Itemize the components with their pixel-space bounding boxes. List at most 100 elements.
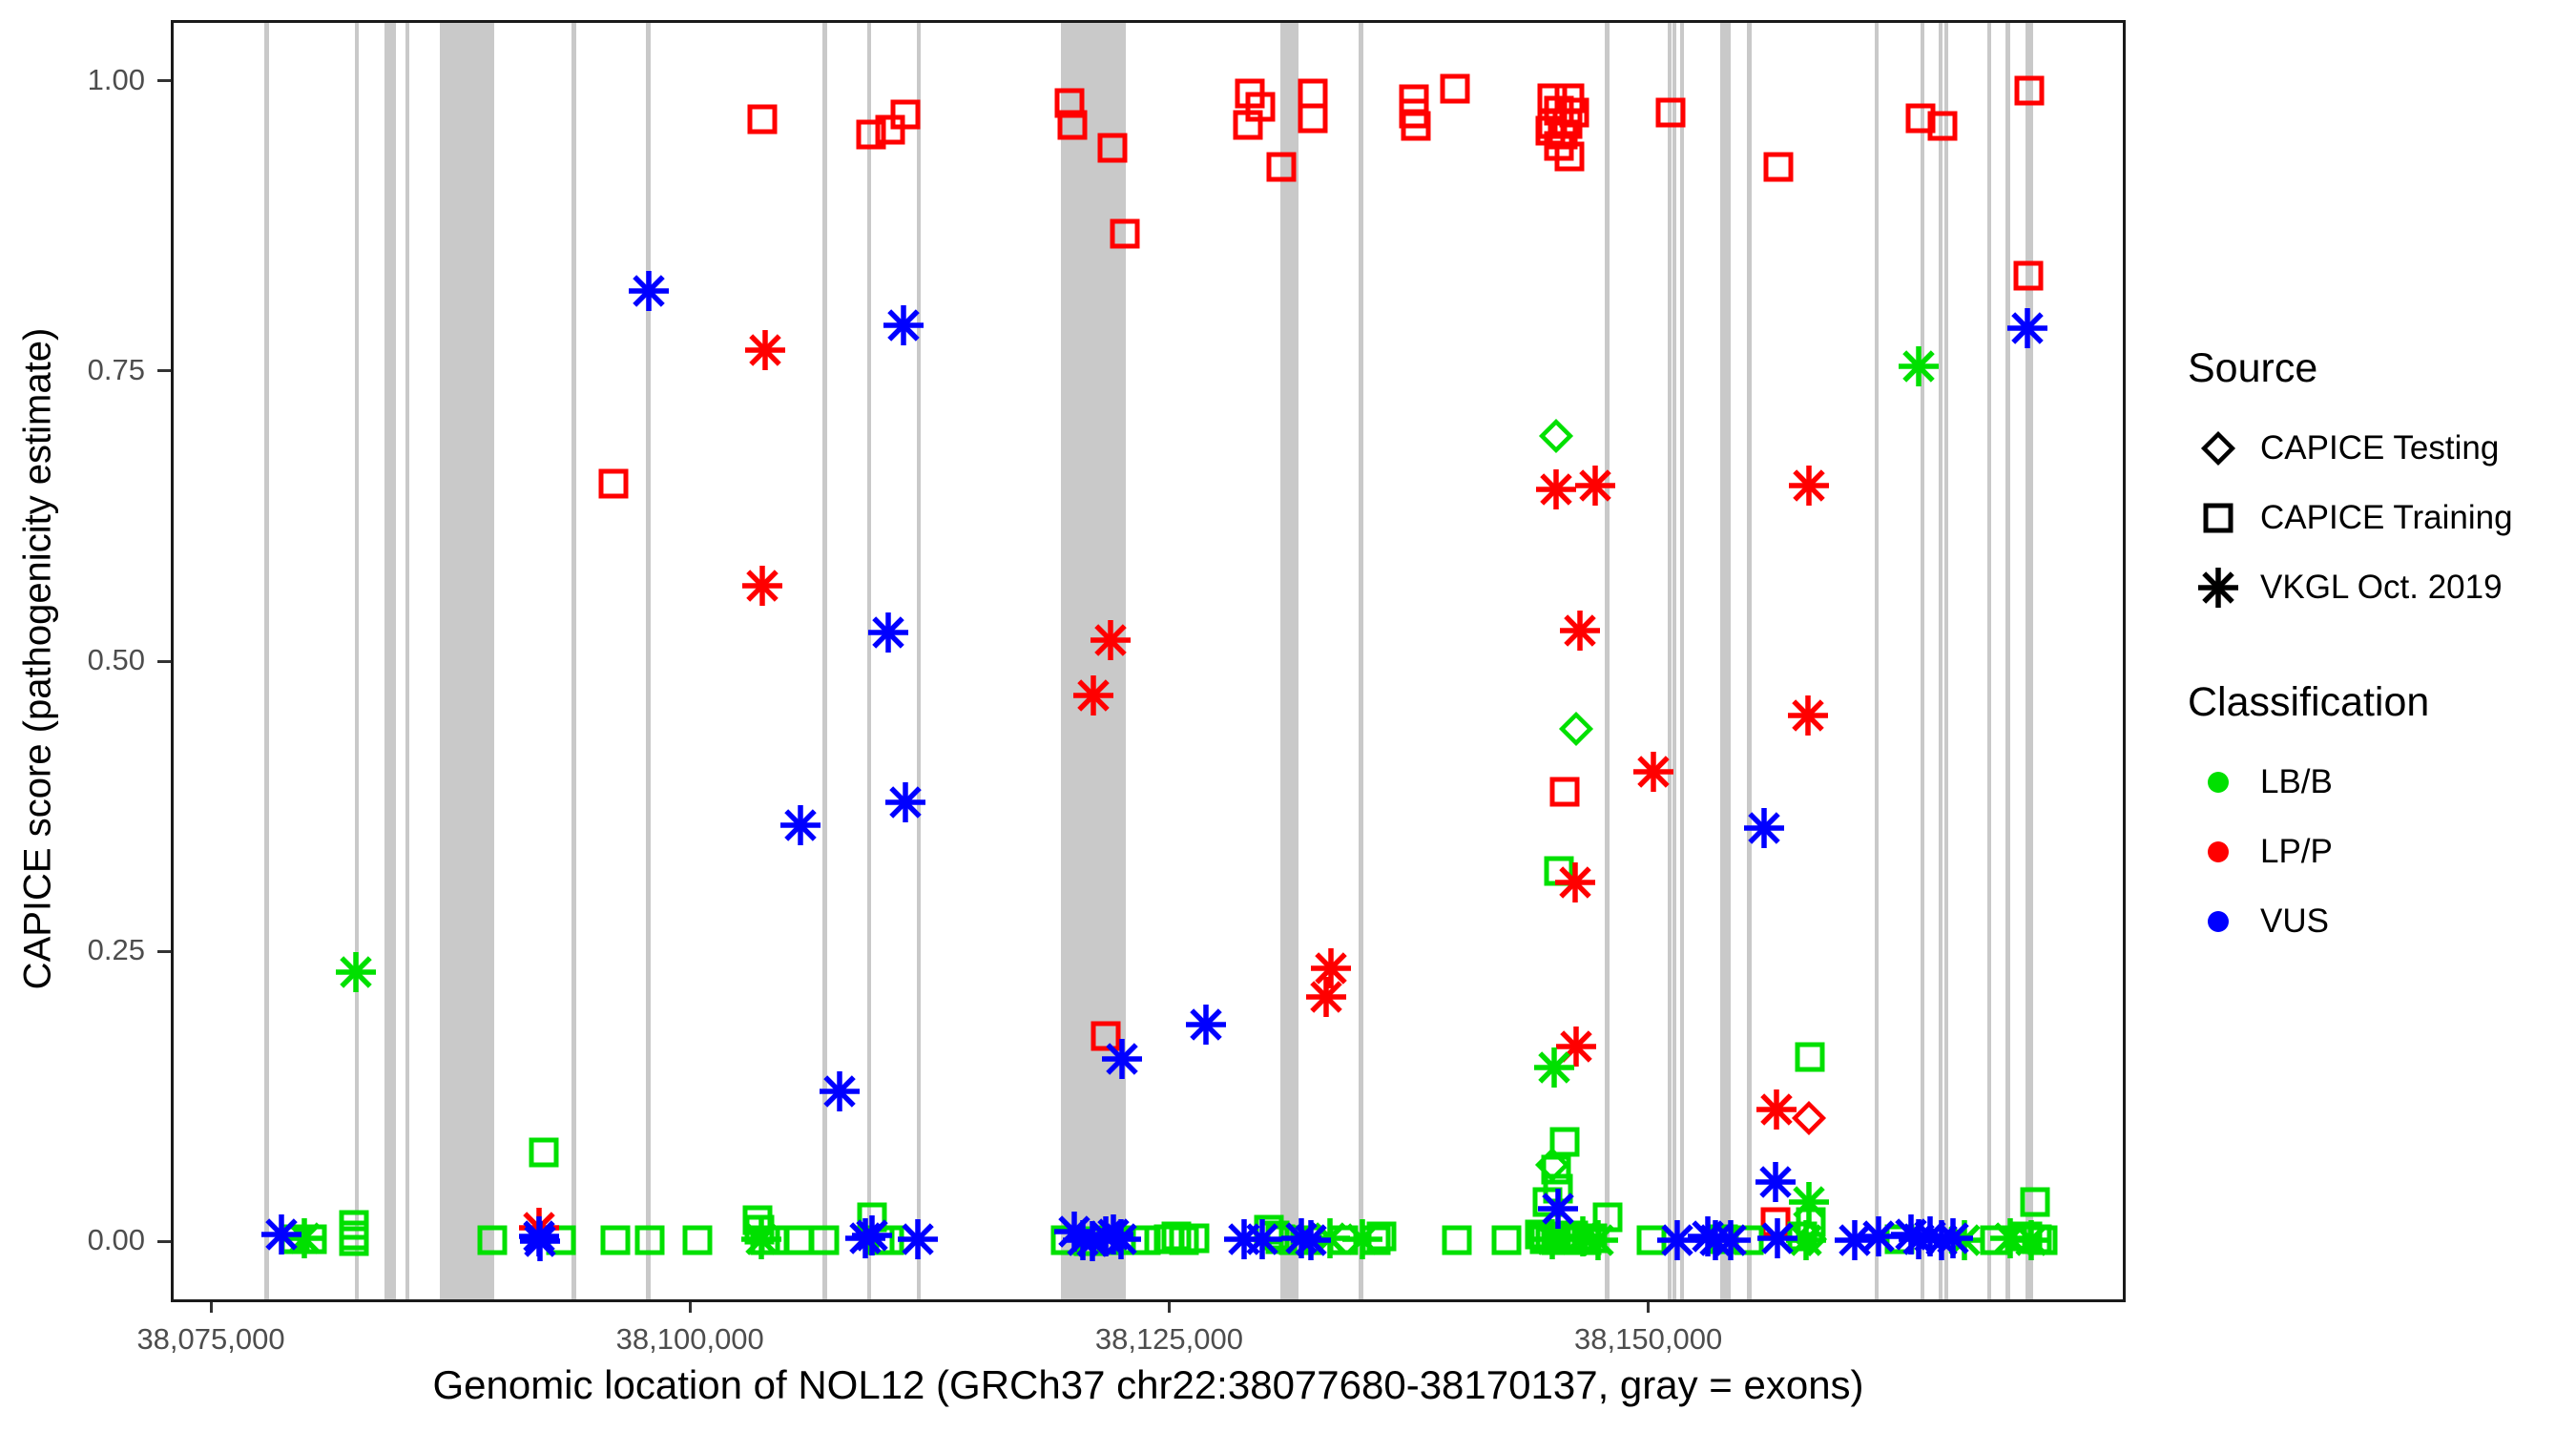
x-axis-tick-mark [688, 1299, 692, 1313]
data-point [1340, 1216, 1385, 1262]
data-point [1553, 706, 1599, 752]
exon-bar [646, 23, 651, 1299]
data-point [739, 96, 785, 142]
data-point [1098, 1216, 1144, 1262]
legend-item-lbb: LB/B [2195, 747, 2513, 817]
y-axis-tick-label: 0.50 [87, 643, 145, 676]
data-point [1786, 463, 1832, 508]
data-point [1070, 673, 1116, 718]
data-point [1755, 1215, 1800, 1261]
legend: Source CAPICE Testing CAPICE Training VK… [2188, 345, 2513, 956]
y-axis-tick-mark [157, 1239, 171, 1243]
data-point [2008, 1217, 2054, 1263]
exon-bar [1667, 23, 1672, 1299]
data-point [1552, 860, 1598, 905]
data-point [1531, 1045, 1577, 1090]
data-point [1785, 693, 1831, 738]
exon-bar [1875, 23, 1880, 1299]
y-axis-tick-mark [157, 949, 171, 953]
data-point [881, 302, 926, 348]
exon-bar [822, 23, 827, 1299]
data-point [1631, 749, 1676, 795]
legend-classification-items: LB/B LP/P VUS [2195, 747, 2513, 956]
data-point [1542, 1119, 1588, 1165]
x-axis-tick-label: 38,150,000 [1574, 1322, 1723, 1356]
exon-bar [1672, 23, 1676, 1299]
data-point [1754, 1087, 1799, 1132]
data-point [1288, 1217, 1334, 1263]
data-point [867, 107, 913, 153]
exon-bar [384, 23, 396, 1299]
exon-bar [1359, 23, 1364, 1299]
data-point [259, 1212, 304, 1257]
legend-source-items: CAPICE Testing CAPICE Training VKGL Oct.… [2195, 413, 2513, 622]
exon-bar [1605, 23, 1610, 1299]
data-point [1432, 66, 1478, 112]
data-point [1575, 1217, 1621, 1263]
data-point [1083, 1013, 1129, 1059]
x-axis-tick-mark [1167, 1299, 1171, 1313]
exon-bar [1279, 23, 1298, 1299]
data-point [1183, 1002, 1229, 1047]
green-dot-icon [2195, 759, 2241, 805]
exon-bar [2025, 23, 2034, 1299]
data-point [865, 610, 911, 655]
data-point [592, 1217, 638, 1263]
legend-item-vus: VUS [2195, 886, 2513, 956]
x-axis-tick-mark [1647, 1299, 1651, 1313]
y-axis-tick-label: 0.25 [87, 933, 145, 967]
data-point [1708, 1217, 1754, 1263]
data-point [895, 1216, 941, 1262]
legend-item-label: LP/P [2260, 832, 2333, 870]
legend-item-label: LB/B [2260, 762, 2333, 800]
data-point [1920, 103, 1965, 149]
data-point [1434, 1217, 1480, 1263]
data-point [1258, 144, 1304, 190]
exon-bar [1719, 23, 1731, 1299]
red-dot-icon [2195, 829, 2241, 875]
legend-item-capice-testing: CAPICE Testing [2195, 413, 2513, 483]
data-point [2005, 305, 2050, 351]
data-point [1741, 805, 1787, 851]
data-point [517, 1218, 563, 1264]
data-point [1654, 1217, 1700, 1263]
data-point [1099, 1036, 1145, 1082]
data-point [1225, 102, 1271, 148]
data-point [1547, 134, 1592, 179]
x-axis-tick-label: 38,100,000 [615, 1322, 764, 1356]
data-point [331, 1218, 377, 1264]
data-point [1753, 1159, 1798, 1205]
data-point [1088, 617, 1133, 663]
exon-bar [405, 23, 410, 1299]
x-axis-tick-label: 38,075,000 [136, 1322, 285, 1356]
data-point [2005, 253, 2051, 299]
data-point [883, 92, 928, 137]
exon-bar [2005, 23, 2011, 1299]
data-point [2012, 1179, 2058, 1225]
data-point [778, 802, 823, 848]
data-point [591, 461, 636, 507]
data-point [1102, 211, 1148, 257]
data-point [1090, 125, 1135, 171]
data-point [1786, 1179, 1832, 1225]
data-point [883, 779, 928, 825]
y-axis-tick-mark [157, 369, 171, 373]
exon-bar [1987, 23, 1992, 1299]
data-point [848, 112, 894, 157]
data-point [1049, 102, 1095, 148]
exon-bar [1061, 23, 1127, 1299]
data-point [849, 1213, 895, 1258]
asterisk-icon [2195, 565, 2241, 611]
data-point [521, 1130, 567, 1175]
legend-item-label: CAPICE Testing [2260, 428, 2500, 467]
legend-classification-title: Classification [2188, 679, 2430, 725]
data-point [1930, 1215, 1976, 1261]
legend-item-label: VKGL Oct. 2019 [2260, 568, 2503, 606]
data-point [1648, 90, 1693, 135]
exon-bar [571, 23, 576, 1299]
data-point [742, 327, 788, 373]
exon-bar [439, 23, 494, 1299]
data-point [1153, 1213, 1199, 1259]
data-point [469, 1217, 515, 1263]
y-axis-tick-mark [157, 659, 171, 663]
